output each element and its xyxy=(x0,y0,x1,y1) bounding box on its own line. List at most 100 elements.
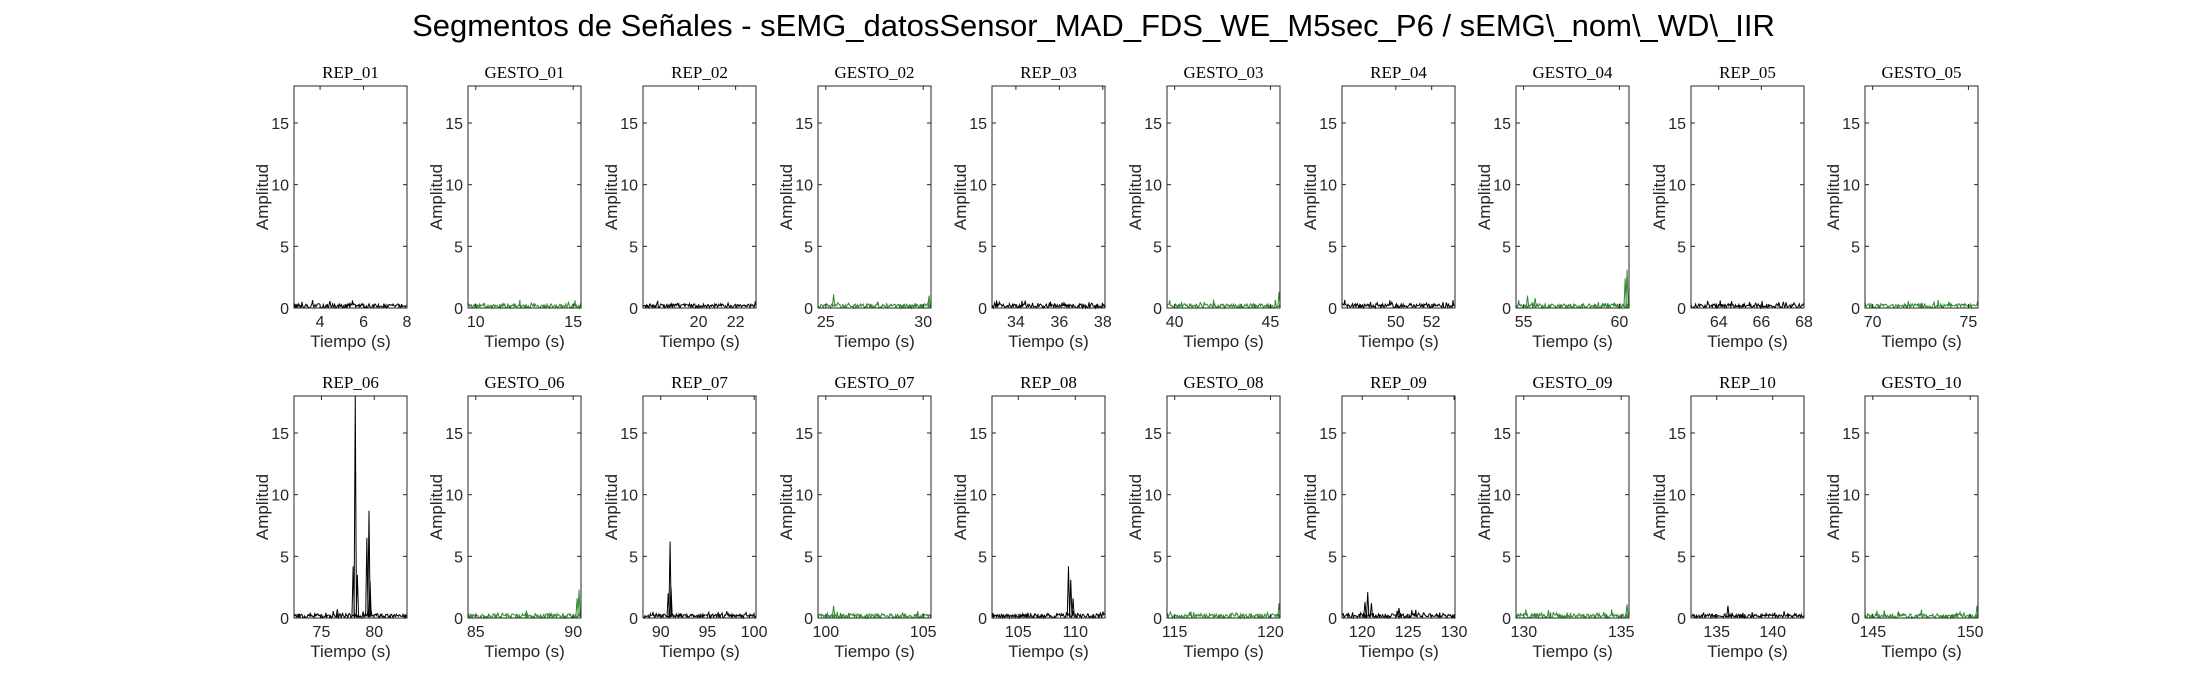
axes-box xyxy=(467,395,582,619)
y-tick-label: 10 xyxy=(1842,488,1860,505)
x-axis-label: Tiempo (s) xyxy=(1881,642,1962,661)
x-tick-label: 34 xyxy=(1007,314,1025,331)
y-tick-label: 10 xyxy=(1144,488,1162,505)
x-axis-label: Tiempo (s) xyxy=(484,332,565,351)
axes-box xyxy=(1166,85,1281,309)
signal-line xyxy=(1341,609,1456,620)
x-tick-label: 70 xyxy=(1864,314,1882,331)
signal-spike xyxy=(368,580,372,617)
signal-line xyxy=(1690,611,1805,620)
x-tick-label: 60 xyxy=(1611,314,1629,331)
x-axis-label: Tiempo (s) xyxy=(1707,332,1788,351)
x-tick-label: 50 xyxy=(1387,314,1405,331)
signal-spike xyxy=(1066,566,1071,617)
y-tick-label: 5 xyxy=(804,239,813,256)
x-tick-label: 45 xyxy=(1262,314,1280,331)
y-tick-label: 0 xyxy=(1851,611,1860,628)
x-tick-label: 130 xyxy=(1510,624,1537,641)
signal-line xyxy=(991,300,1106,310)
y-tick-label: 5 xyxy=(1502,239,1511,256)
x-tick-label: 38 xyxy=(1094,314,1112,331)
axes-box xyxy=(1341,85,1456,309)
x-axis-label: Tiempo (s) xyxy=(1183,332,1264,351)
x-tick-label: 140 xyxy=(1759,624,1786,641)
y-tick-label: 0 xyxy=(629,611,638,628)
y-tick-label: 0 xyxy=(978,611,987,628)
subplot-rep-01: 0 5 10 15 4 6 8 REP_01 Tiempo (s) Amplitud xyxy=(253,63,412,351)
y-axis-label: Amplitud xyxy=(427,474,446,540)
x-tick-label: 66 xyxy=(1752,314,1770,331)
y-tick-label: 0 xyxy=(804,301,813,318)
axes-box xyxy=(642,85,757,309)
y-tick-label: 10 xyxy=(1319,178,1337,195)
y-tick-label: 0 xyxy=(280,301,289,318)
y-axis-label: Amplitud xyxy=(253,164,272,230)
x-axis-label: Tiempo (s) xyxy=(1532,332,1613,351)
y-tick-label: 5 xyxy=(1677,549,1686,566)
y-tick-label: 5 xyxy=(1677,239,1686,256)
y-axis-label: Amplitud xyxy=(951,474,970,540)
signal-line xyxy=(1864,609,1979,620)
y-tick-label: 10 xyxy=(271,488,289,505)
x-axis-label: Tiempo (s) xyxy=(1183,642,1264,661)
subplot-rep-05: 0 5 10 15 64 66 68 REP_05 Tiempo (s) Amplitud xyxy=(1650,63,1813,351)
subplot-gesto-05: 0 5 10 15 70 75 GESTO_05 Tiempo (s) Amplitud xyxy=(1824,63,1979,351)
x-axis-label: Tiempo (s) xyxy=(1008,642,1089,661)
signal-spike xyxy=(335,609,339,617)
y-tick-label: 5 xyxy=(629,549,638,566)
y-tick-label: 0 xyxy=(1502,301,1511,318)
y-tick-label: 10 xyxy=(969,178,987,195)
y-tick-label: 5 xyxy=(1153,239,1162,256)
y-tick-label: 10 xyxy=(1668,178,1686,195)
signal-spike xyxy=(1369,603,1374,617)
y-tick-label: 15 xyxy=(1493,116,1511,133)
subplot-rep-09: 0 5 10 15 120 125 130 REP_09 Tiempo (s) Amplitud xyxy=(1301,373,1468,661)
axes-box xyxy=(1864,85,1979,309)
y-tick-label: 0 xyxy=(1502,611,1511,628)
subplot-title: REP_06 xyxy=(322,373,379,392)
y-tick-label: 5 xyxy=(1851,549,1860,566)
subplot-rep-06: 0 5 10 15 75 80 REP_06 Tiempo (s) Amplitud xyxy=(253,373,408,661)
axes-box xyxy=(991,395,1106,619)
y-tick-label: 10 xyxy=(1668,488,1686,505)
signal-line xyxy=(1864,299,1979,310)
y-tick-label: 15 xyxy=(1842,116,1860,133)
signal-line xyxy=(1515,300,1630,310)
y-tick-label: 0 xyxy=(1851,301,1860,318)
signal-line xyxy=(1690,300,1805,310)
y-axis-label: Amplitud xyxy=(777,164,796,230)
signal-spike xyxy=(927,295,931,307)
x-tick-label: 25 xyxy=(817,314,835,331)
y-tick-label: 10 xyxy=(795,488,813,505)
x-axis-label: Tiempo (s) xyxy=(1707,642,1788,661)
y-tick-label: 10 xyxy=(1493,488,1511,505)
y-tick-label: 15 xyxy=(271,116,289,133)
y-axis-label: Amplitud xyxy=(1824,474,1843,540)
x-tick-label: 150 xyxy=(1957,624,1984,641)
axes-box xyxy=(1166,395,1281,619)
y-tick-label: 15 xyxy=(445,116,463,133)
subplot-title: GESTO_02 xyxy=(835,63,915,82)
y-axis-label: Amplitud xyxy=(1475,164,1494,230)
y-tick-label: 0 xyxy=(1328,611,1337,628)
signal-line xyxy=(467,610,582,620)
y-axis-label: Amplitud xyxy=(1824,164,1843,230)
figure-title: Segmentos de Señales - sEMG_datosSensor_… xyxy=(412,8,1775,43)
x-tick-label: 90 xyxy=(564,624,582,641)
subplot-rep-10: 0 5 10 15 135 140 REP_10 Tiempo (s) Amplitud xyxy=(1650,373,1805,661)
subplot-gesto-07: 0 5 10 15 100 105 GESTO_07 Tiempo (s) Amplitud xyxy=(777,373,937,661)
x-axis-label: Tiempo (s) xyxy=(1532,642,1613,661)
subplot-gesto-06: 0 5 10 15 85 90 GESTO_06 Tiempo (s) Amplitud xyxy=(427,373,582,661)
x-tick-label: 125 xyxy=(1395,624,1422,641)
signal-spike xyxy=(1069,579,1073,617)
y-tick-label: 0 xyxy=(804,611,813,628)
x-tick-label: 20 xyxy=(690,314,708,331)
y-tick-label: 5 xyxy=(454,549,463,566)
y-tick-label: 15 xyxy=(1842,426,1860,443)
y-tick-label: 10 xyxy=(271,178,289,195)
subplot-title: REP_07 xyxy=(671,373,728,392)
y-tick-label: 10 xyxy=(445,488,463,505)
y-tick-label: 10 xyxy=(620,178,638,195)
x-tick-label: 130 xyxy=(1441,624,1468,641)
x-tick-label: 22 xyxy=(727,314,745,331)
